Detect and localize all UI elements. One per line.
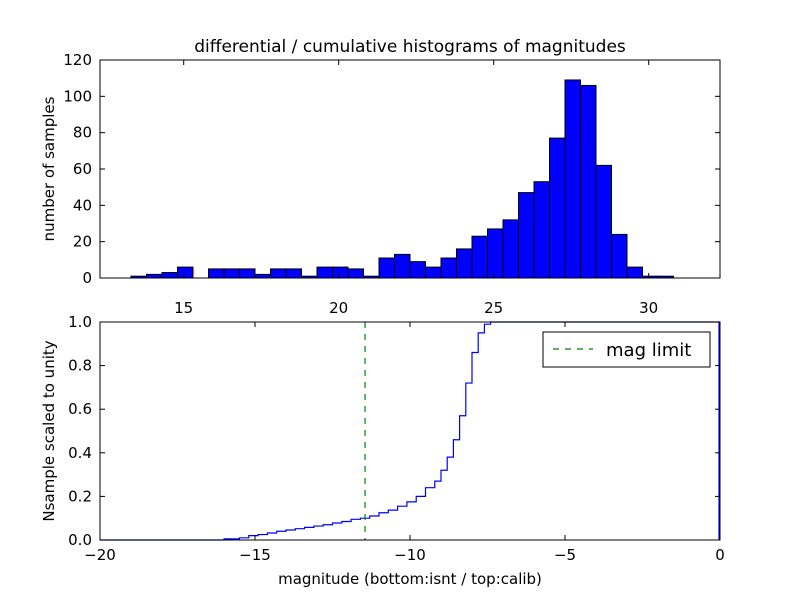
histogram-bar: [580, 84, 597, 279]
bottom-plot-frame: [99, 321, 721, 541]
top-x-tick-label: 30: [639, 299, 658, 317]
top-y-axis-label: number of samples: [40, 96, 58, 241]
bottom-y-tick-label: 0.4: [68, 444, 92, 462]
top-x-tick-label: 20: [329, 299, 348, 317]
histogram-bar: [223, 268, 240, 279]
bottom-x-tick-label: −20: [84, 546, 116, 564]
histogram-bar: [626, 266, 643, 279]
histogram-bar: [285, 268, 302, 279]
histogram-bar: [347, 268, 364, 279]
histogram-bar: [549, 137, 566, 279]
bottom-x-tick-label: −5: [554, 546, 576, 564]
histogram-bar: [440, 257, 457, 279]
histogram-bar: [502, 219, 519, 279]
cumulative-lines: [100, 321, 720, 541]
top-x-tick-label: 15: [174, 299, 193, 317]
histogram-bar: [394, 253, 411, 279]
top-y-tick-label: 0: [82, 269, 92, 287]
top-axis-ticks: 15 20 25 30 0 20 40 60 80 100 120: [63, 51, 720, 317]
bottom-y-tick-label: 0.2: [68, 487, 92, 505]
histogram-bar: [518, 192, 535, 279]
histogram-bar: [487, 228, 504, 279]
histogram-bar: [254, 273, 271, 279]
legend: mag limit: [542, 331, 711, 368]
bottom-y-tick-label: 0.6: [68, 400, 92, 418]
histogram-bar: [177, 266, 194, 279]
bottom-x-tick-label: 0: [715, 546, 725, 564]
bottom-x-tick-label: −10: [394, 546, 426, 564]
bottom-axis-ticks: −20 −15 −10 −5 0 0.0 0.2 0.4 0.6 0.8 1.0: [68, 313, 725, 564]
histogram-bars: [130, 79, 674, 279]
top-y-tick-label: 80: [73, 124, 92, 142]
bottom-y-tick-label: 0.8: [68, 357, 92, 375]
top-y-tick-label: 60: [73, 160, 92, 178]
histogram-bar: [425, 266, 442, 279]
histogram-bar: [239, 268, 256, 279]
top-y-tick-label: 100: [63, 87, 92, 105]
histogram-panel: differential / cumulative histograms of …: [40, 37, 721, 317]
histogram-bar: [471, 235, 488, 279]
histogram-bar: [146, 273, 163, 279]
legend-label: mag limit: [606, 340, 691, 361]
top-plot-frame: [99, 59, 721, 279]
chart-title: differential / cumulative histograms of …: [194, 37, 626, 57]
top-y-tick-label: 20: [73, 233, 92, 251]
histogram-bar: [533, 181, 550, 279]
histogram-bar: [611, 233, 628, 279]
histogram-bar: [161, 272, 178, 279]
histogram-bar: [270, 268, 287, 279]
histogram-bar: [378, 257, 395, 279]
bottom-y-axis-label: Nsample scaled to unity: [40, 340, 58, 521]
bottom-y-tick-label: 1.0: [68, 313, 92, 331]
cumulative-panel: Nsample scaled to unity magnitude (botto…: [40, 313, 725, 588]
histogram-bar: [564, 79, 581, 279]
bottom-x-tick-label: −15: [239, 546, 271, 564]
histogram-bar: [208, 268, 225, 279]
histogram-bar: [456, 248, 473, 279]
x-axis-label: magnitude (bottom:isnt / top:calib): [278, 570, 542, 588]
histogram-bar: [409, 261, 426, 279]
top-y-tick-label: 40: [73, 196, 92, 214]
bottom-y-tick-label: 0.0: [68, 531, 92, 549]
cumulative-step-line: [100, 321, 720, 541]
legend-box: [542, 331, 711, 368]
histogram-bar: [332, 266, 349, 279]
top-y-tick-label: 120: [63, 51, 92, 69]
histogram-bar: [595, 164, 612, 279]
top-x-tick-label: 25: [484, 299, 503, 317]
histogram-bar: [316, 266, 333, 279]
